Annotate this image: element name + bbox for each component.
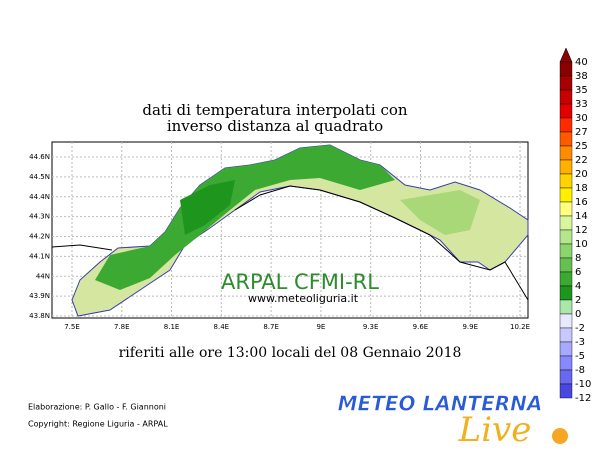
colorbar-swatch xyxy=(559,201,573,217)
colorbar-swatch xyxy=(559,117,573,133)
credit: Copyright: Regione Liguria - ARPAL xyxy=(28,420,168,429)
colorbar-label: 2 xyxy=(575,295,581,306)
website: www.meteoliguria.it xyxy=(248,292,359,305)
colorbar-swatch xyxy=(559,243,573,259)
colorbar-label: 40 xyxy=(575,57,588,68)
colorbar-label: 8 xyxy=(575,253,581,264)
lon-label: 10.2E xyxy=(510,323,530,331)
colorbar-swatch xyxy=(559,327,573,343)
land-high xyxy=(95,145,395,290)
colorbar-swatch xyxy=(559,215,573,231)
colorbar-swatch xyxy=(559,159,573,175)
lat-label: 44.2N xyxy=(29,233,50,241)
colorbar-swatch xyxy=(559,145,573,161)
colorbar-swatch xyxy=(559,383,573,399)
title-line: dati di temperatura interpolati con xyxy=(142,101,408,119)
colorbar-label: -5 xyxy=(575,351,585,362)
lat-label: 44.1N xyxy=(29,252,50,260)
map-frame xyxy=(51,141,529,319)
colorbar: 403835333027252220181614121086420-2-3-5-… xyxy=(559,47,591,404)
lon-label: 9.3E xyxy=(363,323,379,331)
watermark: ARPAL CFMI-RL xyxy=(221,270,379,294)
colorbar-swatch xyxy=(559,229,573,245)
subtitle: riferiti alle ore 13:00 locali del 08 Ge… xyxy=(119,345,462,361)
lon-label: 7.8E xyxy=(114,323,130,331)
colorbar-swatch xyxy=(559,173,573,189)
colorbar-label: 4 xyxy=(575,281,581,292)
colorbar-swatch xyxy=(559,61,573,77)
lat-label: 43.9N xyxy=(29,292,50,300)
credit: Elaborazione: P. Gallo - F. Giannoni xyxy=(28,403,166,412)
colorbar-swatch xyxy=(559,355,573,371)
lat-label: 43.8N xyxy=(29,312,50,320)
colorbar-label: 14 xyxy=(575,211,588,222)
lon-label: 9E xyxy=(316,323,325,331)
colorbar-label: 10 xyxy=(575,239,588,250)
lat-label: 44N xyxy=(36,272,50,280)
colorbar-label: -3 xyxy=(575,337,585,348)
colorbar-swatch xyxy=(559,103,573,119)
colorbar-label: -2 xyxy=(575,323,585,334)
colorbar-label: 16 xyxy=(575,197,588,208)
colorbar-swatch xyxy=(559,257,573,273)
colorbar-arrow xyxy=(559,47,573,63)
lon-label: 8.4E xyxy=(214,323,230,331)
colorbar-swatch xyxy=(559,131,573,147)
colorbar-label: 30 xyxy=(575,113,588,124)
colorbar-swatch xyxy=(559,285,573,301)
lon-label: 9.9E xyxy=(462,323,478,331)
colorbar-label: 38 xyxy=(575,71,588,82)
lon-label: 8.7E xyxy=(263,323,279,331)
colorbar-label: 35 xyxy=(575,85,588,96)
colorbar-swatch xyxy=(559,299,573,315)
colorbar-swatch xyxy=(559,341,573,357)
colorbar-label: 12 xyxy=(575,225,588,236)
colorbar-label: -12 xyxy=(575,393,591,404)
land-peak xyxy=(180,180,235,235)
colorbar-label: -8 xyxy=(575,365,585,376)
lat-label: 44.4N xyxy=(29,193,50,201)
colorbar-label: -10 xyxy=(575,379,591,390)
logo-text: METEO LANTERNA xyxy=(338,392,543,416)
logo-script: Live xyxy=(458,410,532,450)
colorbar-label: 0 xyxy=(575,309,581,320)
colorbar-swatch xyxy=(559,369,573,385)
title-line: inverso distanza al quadrato xyxy=(167,117,383,135)
colorbar-swatch xyxy=(559,89,573,105)
colorbar-swatch xyxy=(559,271,573,287)
colorbar-label: 33 xyxy=(575,99,588,110)
land-east xyxy=(400,190,480,235)
colorbar-label: 27 xyxy=(575,127,588,138)
lon-label: 7.5E xyxy=(64,323,80,331)
logo-sun xyxy=(552,428,568,444)
coastline xyxy=(51,185,529,301)
lon-label: 8.1E xyxy=(164,323,180,331)
colorbar-swatch xyxy=(559,75,573,91)
colorbar-label: 20 xyxy=(575,169,588,180)
lat-label: 44.6N xyxy=(29,153,50,161)
colorbar-label: 22 xyxy=(575,155,588,166)
colorbar-label: 18 xyxy=(575,183,588,194)
lat-label: 44.3N xyxy=(29,213,50,221)
colorbar-swatch xyxy=(559,313,573,329)
colorbar-label: 6 xyxy=(575,267,581,278)
colorbar-label: 25 xyxy=(575,141,588,152)
lon-label: 9.6E xyxy=(413,323,429,331)
colorbar-swatch xyxy=(559,187,573,203)
lat-label: 44.5N xyxy=(29,173,50,181)
